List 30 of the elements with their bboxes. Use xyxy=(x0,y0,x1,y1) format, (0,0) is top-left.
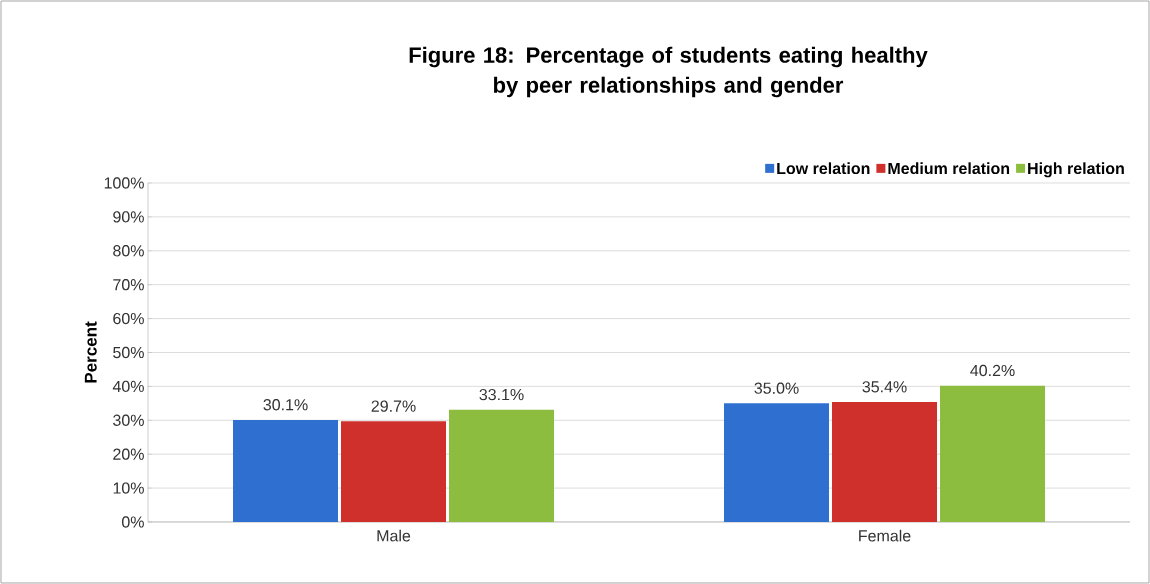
legend-label: Medium relation xyxy=(888,162,1010,175)
y-tick-label: 90% xyxy=(113,211,144,223)
data-label: 40.2% xyxy=(970,364,1015,377)
bar xyxy=(341,421,447,522)
legend-label: Low relation xyxy=(777,162,870,175)
data-label: 35.0% xyxy=(754,382,799,394)
y-tick-label: 10% xyxy=(113,482,144,494)
y-tick-label: 100% xyxy=(104,177,144,189)
data-label: 35.4% xyxy=(862,381,907,393)
y-tick-label: 80% xyxy=(113,245,144,257)
data-label: 30.1% xyxy=(263,399,308,411)
bar xyxy=(940,385,1046,522)
bar xyxy=(832,401,938,522)
y-tick-label: 70% xyxy=(113,279,144,291)
x-tick-label: Female xyxy=(859,529,911,542)
bar xyxy=(233,419,339,522)
data-label: 33.1% xyxy=(479,388,524,401)
y-tick-label: 20% xyxy=(113,448,144,460)
bar xyxy=(724,403,830,522)
x-tick-label: Male xyxy=(377,529,411,542)
y-tick-label: 60% xyxy=(113,312,144,325)
legend-label: High relation xyxy=(1028,162,1124,178)
y-tick-label: 40% xyxy=(112,380,144,393)
chart-title: Figure 18: Percentage of students eating healthy by peer relationships and gender xyxy=(409,46,928,98)
y-tick-label: 50% xyxy=(113,346,144,359)
bar xyxy=(449,409,555,522)
y-axis-title: Percent xyxy=(84,321,97,383)
data-label: 29.7% xyxy=(371,400,416,412)
y-tick-label: 0% xyxy=(121,516,144,528)
y-tick-label: 30% xyxy=(113,414,144,426)
